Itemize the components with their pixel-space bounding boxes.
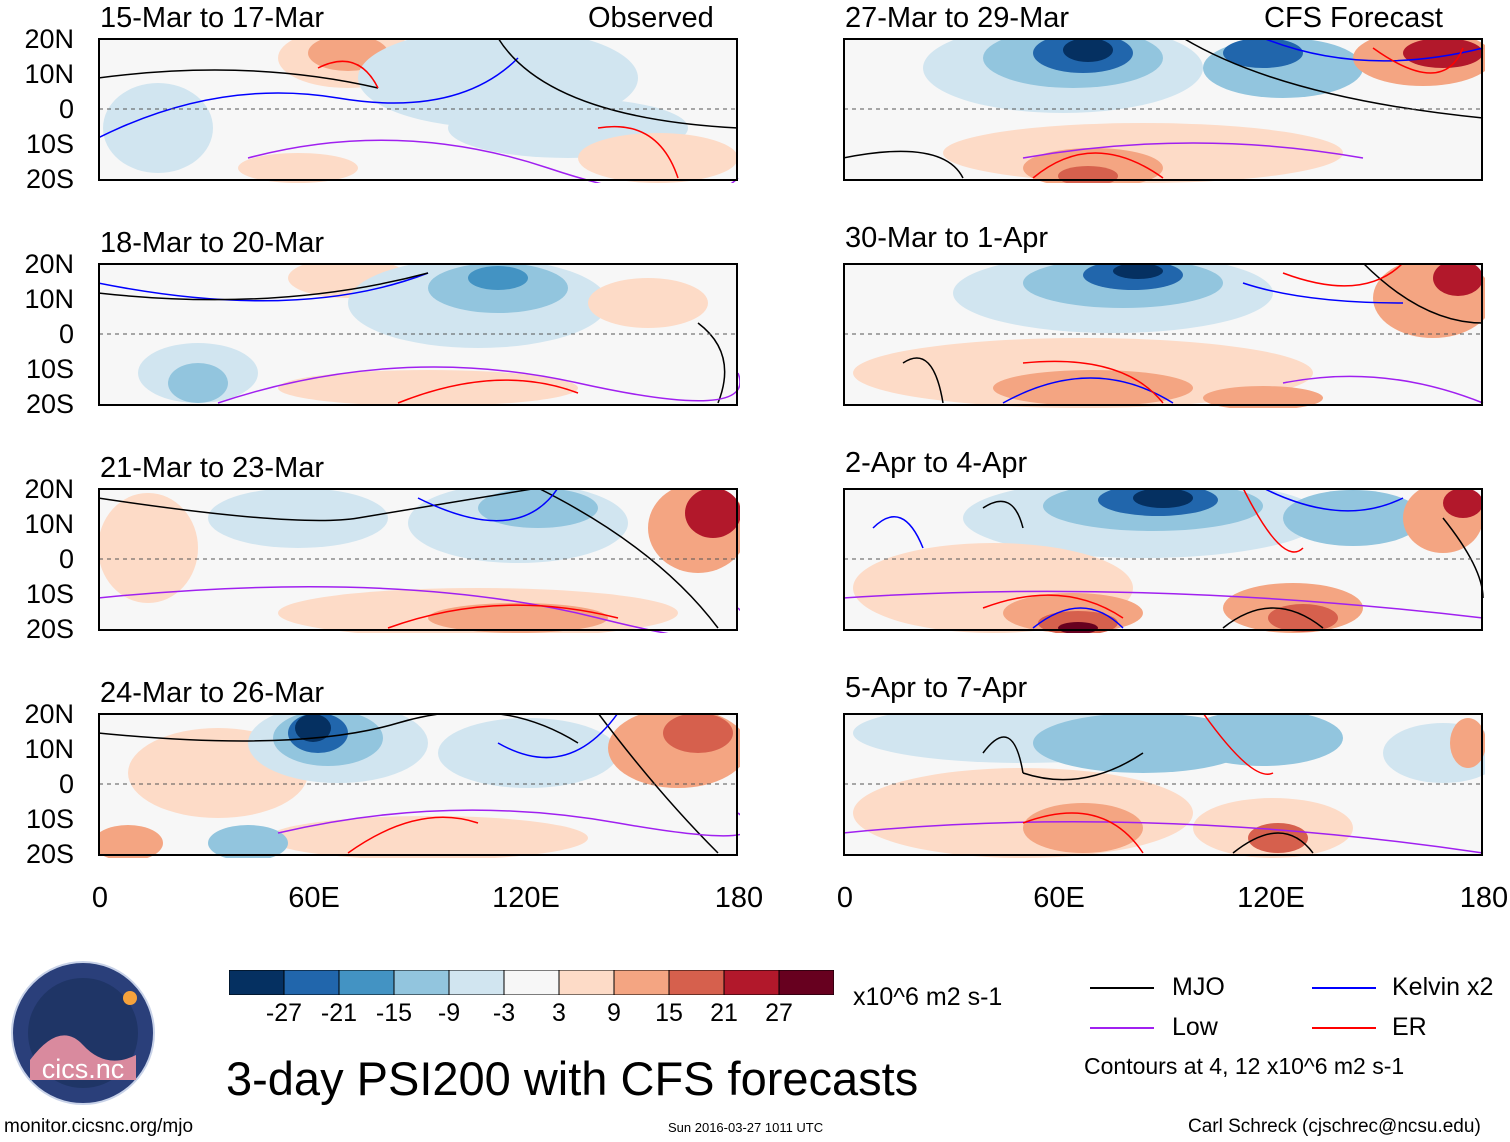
footer-credit: Carl Schreck (cjschrec@ncsu.edu) [1188,1116,1481,1137]
left-column-label: Observed [588,2,714,34]
colorbar-swatch [723,969,780,996]
legend-label-low: Low [1172,1013,1218,1041]
map-panel-left-3 [98,488,740,633]
panel-title-left-1: 15-Mar to 17-Mar [100,2,325,34]
map-panel-left-2 [98,263,740,406]
y-label-20n: 20N [24,249,74,279]
colorbar-swatch [558,969,615,996]
colorbar-label: 27 [765,999,793,1027]
y-label-0: 0 [58,544,74,574]
panel-title-right-1: 27-Mar to 29-Mar [845,2,1070,34]
x-label-60e: 60E [1033,882,1085,914]
y-label-20s: 20S [25,614,74,644]
colorbar-swatch [503,969,560,996]
panel-title-right-4: 5-Apr to 7-Apr [845,672,1028,704]
colorbar-label: 9 [607,999,621,1027]
map-panel-right-2 [843,263,1485,408]
legend-line-er [1312,1027,1376,1029]
panel-title-right-3: 2-Apr to 4-Apr [845,447,1028,479]
y-label-10s: 10S [25,804,74,834]
x-label-60e: 60E [288,882,340,914]
y-label-20n: 20N [24,24,74,54]
legend-label-er: ER [1392,1013,1427,1041]
colorbar-label: -15 [375,999,413,1027]
colorbar-label: 15 [655,999,683,1027]
y-label-20s: 20S [25,389,74,419]
colorbar [228,969,835,996]
colorbar-label: 3 [552,999,566,1027]
y-label-20s: 20S [25,839,74,869]
colorbar-swatch [393,969,450,996]
map-panel-right-4 [843,713,1485,858]
right-column-label: CFS Forecast [1264,2,1443,34]
colorbar-swatch [448,969,505,996]
y-label-0: 0 [58,94,74,124]
panel-title-left-3: 21-Mar to 23-Mar [100,452,325,484]
colorbar-swatch [228,969,285,996]
y-label-0: 0 [58,769,74,799]
map-panel-left-4 [98,713,740,858]
colorbar-label: -21 [320,999,358,1027]
panel-title-right-2: 30-Mar to 1-Apr [845,222,1049,254]
x-label-120e: 120E [1237,882,1305,914]
logo-text: cics.nc [42,1054,125,1084]
x-label-0: 0 [836,882,854,914]
colorbar-label: -3 [492,999,516,1027]
colorbar-swatch [613,969,670,996]
footer-timestamp: Sun 2016-03-27 1011 UTC [668,1120,824,1135]
legend-contour-note: Contours at 4, 12 x10^6 m2 s-1 [1084,1053,1405,1079]
y-label-10s: 10S [25,579,74,609]
map-panel-left-1 [98,38,739,183]
colorbar-swatch [283,969,340,996]
legend-label-kelvin: Kelvin x2 [1392,973,1494,1001]
x-label-180: 180 [1459,882,1509,914]
y-label-0: 0 [58,319,74,349]
panel-title-left-2: 18-Mar to 20-Mar [100,227,325,259]
legend-label-mjo: MJO [1172,973,1225,1001]
footer-url: monitor.cicsnc.org/mjo [4,1116,194,1137]
y-label-20s: 20S [25,164,74,194]
y-label-10n: 10N [24,284,74,314]
colorbar-swatch [338,969,395,996]
legend-line-kelvin [1312,987,1376,989]
y-label-10n: 10N [24,734,74,764]
y-label-10n: 10N [24,509,74,539]
colorbar-swatch [668,969,725,996]
y-label-20n: 20N [24,699,74,729]
colorbar-swatch [778,969,835,996]
cicsnc-logo: cics.nc [10,960,156,1106]
legend-line-low [1090,1027,1154,1029]
map-panel-right-1 [843,38,1485,183]
map-panel-right-3 [843,488,1484,633]
colorbar-label: 21 [710,999,738,1027]
colorbar-label: -9 [437,999,461,1027]
panel-title-left-4: 24-Mar to 26-Mar [100,677,325,709]
x-label-0: 0 [91,882,109,914]
colorbar-label: -27 [265,999,303,1027]
x-label-180: 180 [714,882,764,914]
y-label-10n: 10N [24,59,74,89]
y-label-20n: 20N [24,474,74,504]
legend-line-mjo [1090,987,1154,989]
chart-title: 3-day PSI200 with CFS forecasts [226,1052,919,1105]
colorbar-units: x10^6 m2 s-1 [853,983,1003,1011]
y-label-10s: 10S [25,354,74,384]
y-label-10s: 10S [25,129,74,159]
x-label-120e: 120E [492,882,560,914]
